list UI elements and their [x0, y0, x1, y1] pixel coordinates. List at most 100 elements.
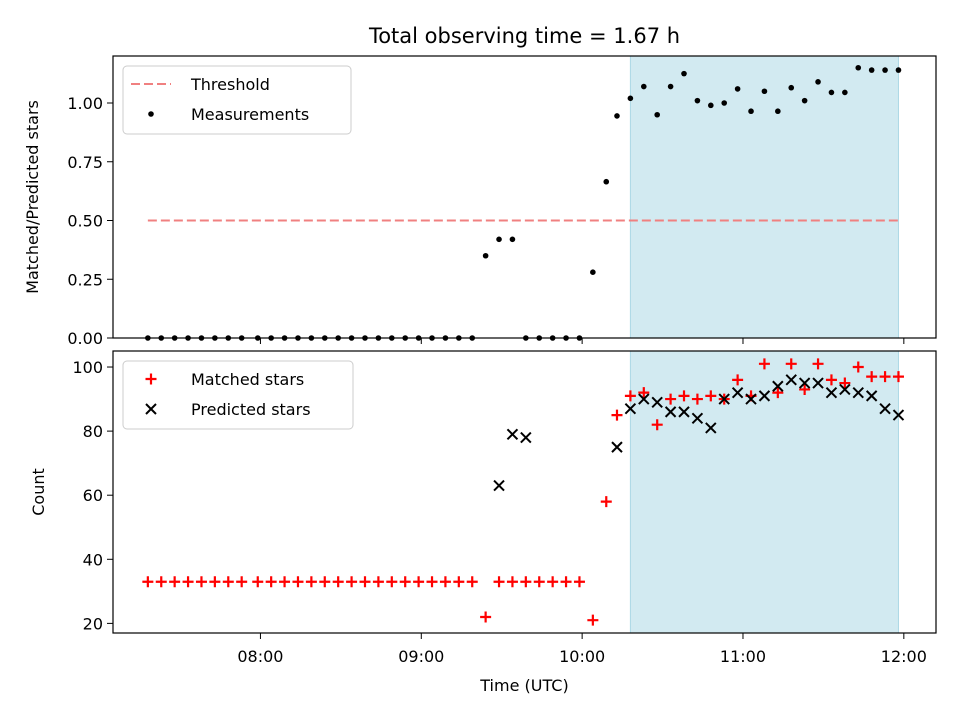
data-point: [372, 576, 384, 588]
data-point: [721, 100, 728, 106]
data-point: [624, 402, 637, 415]
data-point: [734, 86, 741, 92]
data-point: [758, 390, 771, 402]
data-point: [413, 576, 425, 588]
data-point: [292, 576, 304, 588]
axes-frame: [112, 55, 937, 339]
data-point: [252, 576, 264, 588]
data-point: [560, 576, 572, 588]
x-tick-label: 08:00: [237, 647, 283, 666]
data-point: [520, 576, 532, 588]
data-point: [785, 374, 797, 386]
data-point: [439, 576, 451, 588]
data-point: [493, 479, 505, 492]
legend-swatch: [145, 403, 157, 415]
data-point: [691, 393, 703, 405]
data-point: [506, 428, 519, 441]
y-tick-label: 40: [83, 550, 103, 569]
y-tick-label: 0.25: [67, 270, 103, 289]
data-point: [638, 393, 650, 405]
data-point: [195, 576, 207, 588]
data-point: [772, 387, 784, 399]
data-point: [265, 576, 277, 588]
legend: Threshold Measurements: [122, 65, 352, 135]
data-point: [155, 576, 167, 588]
data-point: [839, 377, 851, 389]
data-point: [892, 371, 904, 383]
y-tick-label: 0.75: [67, 153, 103, 172]
data-point: [590, 269, 596, 276]
data-point: [386, 576, 398, 588]
data-point: [825, 374, 837, 386]
data-point: [506, 576, 518, 588]
data-point: [426, 576, 438, 588]
data-point: [731, 386, 744, 399]
legend-label: Matched stars: [191, 370, 304, 389]
data-point: [346, 576, 358, 588]
series-matched-stars: [142, 358, 904, 626]
data-point: [705, 390, 717, 402]
y-tick-label: 1.00: [67, 94, 103, 113]
x-tick-label: 12:00: [881, 647, 927, 666]
data-point: [209, 576, 221, 588]
data-point: [825, 386, 838, 399]
data-point: [879, 371, 891, 383]
data-point: [611, 441, 623, 453]
x-tick-label: 11:00: [720, 647, 766, 666]
data-point: [319, 576, 331, 588]
data-point: [895, 67, 902, 73]
chart-title: Total observing time = 1.67 h: [368, 24, 680, 48]
x-axis-label: Time (UTC): [479, 676, 568, 695]
legend-box: [122, 360, 354, 430]
data-point: [694, 97, 701, 104]
data-point: [359, 576, 371, 588]
data-point: [627, 95, 634, 102]
data-point: [466, 576, 478, 588]
data-point: [758, 358, 770, 370]
data-point: [587, 614, 599, 626]
data-point: [509, 236, 516, 243]
data-point: [279, 576, 291, 588]
data-point: [573, 576, 585, 588]
data-point: [775, 108, 781, 115]
y-tick-label: 60: [83, 486, 103, 505]
data-point: [533, 576, 545, 588]
data-point: [169, 576, 181, 588]
data-point: [761, 88, 768, 95]
data-point: [681, 70, 687, 77]
observing-window-shade: [629, 55, 899, 339]
data-point: [718, 393, 730, 405]
x-tick-label: 10:00: [559, 647, 605, 666]
data-point: [882, 67, 888, 73]
data-point: [868, 67, 875, 73]
data-point: [453, 576, 465, 588]
data-point: [654, 111, 660, 118]
data-point: [611, 409, 623, 421]
data-point: [603, 178, 610, 185]
data-point: [651, 396, 663, 408]
data-point: [691, 412, 704, 425]
data-point: [520, 431, 532, 444]
data-point: [547, 576, 559, 588]
data-point: [852, 386, 864, 399]
data-point: [788, 84, 795, 91]
data-point: [865, 390, 878, 402]
data-point: [842, 89, 848, 96]
data-point: [305, 576, 317, 588]
legend-label: Measurements: [191, 105, 309, 124]
legend-label: Threshold: [190, 75, 270, 94]
data-point: [496, 236, 502, 243]
data-point: [812, 377, 824, 389]
data-point: [667, 83, 674, 90]
y-tick-label: 20: [83, 614, 103, 633]
data-point: [600, 496, 612, 508]
data-point: [855, 64, 862, 71]
data-point: [624, 390, 636, 402]
y-tick-label: 80: [83, 422, 103, 441]
data-point: [638, 387, 650, 399]
data-point: [708, 102, 714, 109]
data-point: [614, 113, 620, 119]
bottom-panel: 20 40 60 80 100 08:00 09:00 10:00 11:00 12:00 Matc…: [72, 350, 937, 666]
data-point: [852, 361, 864, 373]
